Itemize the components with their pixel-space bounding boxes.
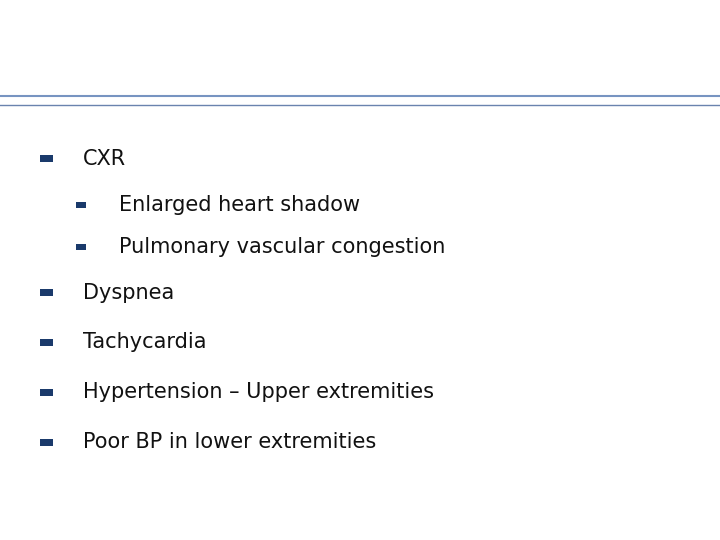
- FancyBboxPatch shape: [76, 244, 86, 249]
- FancyBboxPatch shape: [76, 201, 86, 207]
- Text: CXR: CXR: [83, 148, 126, 168]
- FancyBboxPatch shape: [40, 155, 53, 162]
- FancyBboxPatch shape: [40, 339, 53, 346]
- Text: Coarctation of Aorta: Coarctation of Aorta: [200, 19, 520, 47]
- Text: Enlarged heart shadow: Enlarged heart shadow: [119, 194, 360, 214]
- FancyBboxPatch shape: [40, 439, 53, 446]
- Text: Pulmonary vascular congestion: Pulmonary vascular congestion: [119, 237, 445, 256]
- Text: Tachycardia: Tachycardia: [83, 333, 207, 353]
- Text: Dyspnea: Dyspnea: [83, 282, 174, 302]
- Text: Hypertension – Upper extremities: Hypertension – Upper extremities: [83, 382, 433, 402]
- Text: Clinical Manifestations: Clinical Manifestations: [181, 61, 539, 89]
- FancyBboxPatch shape: [40, 389, 53, 396]
- FancyBboxPatch shape: [40, 289, 53, 296]
- Text: Poor BP in lower extremities: Poor BP in lower extremities: [83, 433, 376, 453]
